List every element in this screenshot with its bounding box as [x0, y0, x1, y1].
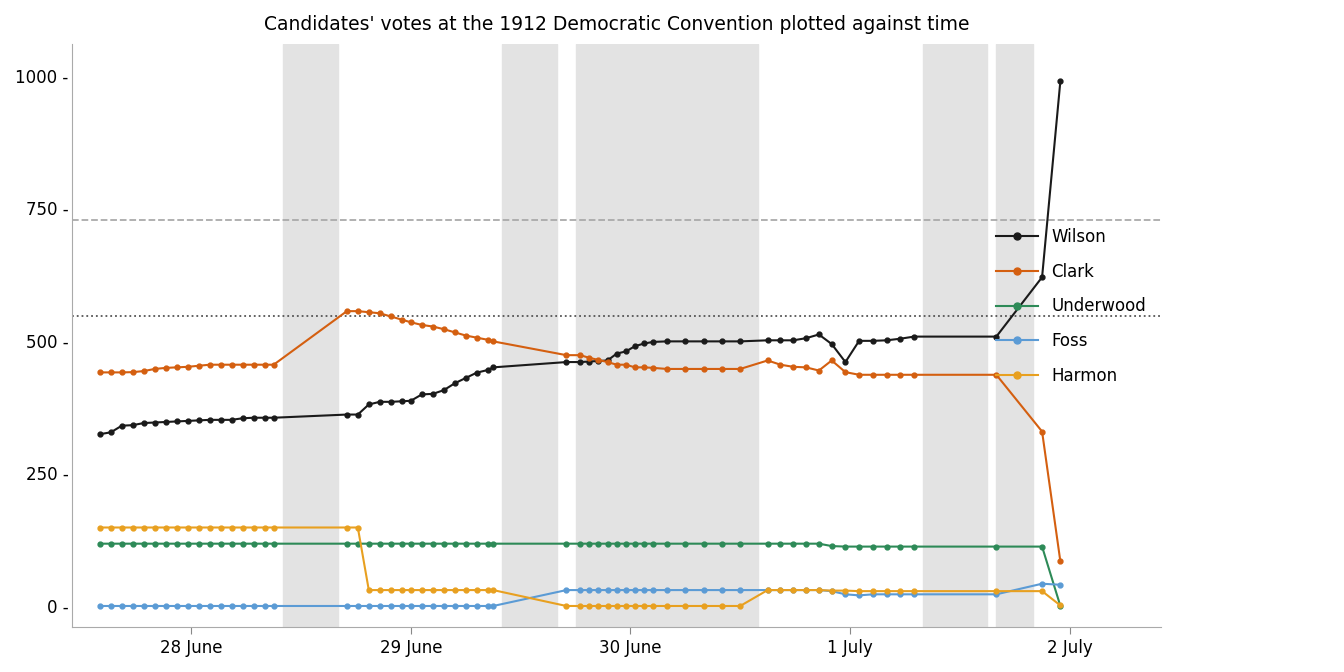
Wilson [1052, 77, 1068, 85]
Line: Foss: Foss [97, 581, 1063, 608]
Foss [609, 586, 625, 594]
Foss [91, 602, 108, 610]
Bar [575, 44, 758, 627]
Clark [146, 365, 163, 373]
Harmon [618, 602, 634, 610]
Clark [618, 361, 634, 369]
Line: Harmon: Harmon [97, 525, 1063, 608]
Harmon [223, 523, 239, 532]
Underwood [146, 540, 163, 548]
Wilson [1034, 274, 1050, 282]
Wilson [91, 430, 108, 438]
Underwood [1034, 542, 1050, 550]
Foss [480, 602, 496, 610]
Line: Underwood: Underwood [97, 541, 1063, 608]
Harmon [480, 586, 496, 594]
Foss [146, 602, 163, 610]
Clark [91, 368, 108, 376]
Foss [266, 602, 282, 610]
Underwood [1052, 602, 1068, 610]
Bar [503, 44, 558, 627]
Clark [266, 361, 282, 369]
Clark [339, 307, 355, 315]
Legend: Wilson, Clark, Underwood, Foss, Harmon: Wilson, Clark, Underwood, Foss, Harmon [989, 221, 1153, 391]
Bar [923, 44, 988, 627]
Clark [851, 371, 867, 379]
Clark [223, 361, 239, 369]
Harmon [91, 523, 108, 532]
Wilson [266, 414, 282, 422]
Underwood [91, 540, 108, 548]
Harmon [851, 587, 867, 595]
Foss [1034, 580, 1050, 588]
Bar [996, 44, 1034, 627]
Clark [1052, 557, 1068, 565]
Underwood [609, 540, 625, 548]
Clark [485, 337, 501, 345]
Underwood [837, 542, 853, 550]
Underwood [266, 540, 282, 548]
Wilson [609, 349, 625, 358]
Bar [282, 44, 337, 627]
Title: Candidates' votes at the 1912 Democratic Convention plotted against time: Candidates' votes at the 1912 Democratic… [263, 15, 969, 34]
Foss [837, 590, 853, 598]
Harmon [1052, 601, 1068, 610]
Foss [1052, 581, 1068, 589]
Wilson [146, 419, 163, 427]
Line: Wilson: Wilson [97, 79, 1063, 437]
Wilson [223, 416, 239, 424]
Wilson [837, 358, 853, 366]
Underwood [223, 540, 239, 548]
Line: Clark: Clark [97, 308, 1063, 564]
Harmon [266, 523, 282, 532]
Foss [223, 602, 239, 610]
Harmon [558, 602, 574, 610]
Harmon [146, 523, 163, 532]
